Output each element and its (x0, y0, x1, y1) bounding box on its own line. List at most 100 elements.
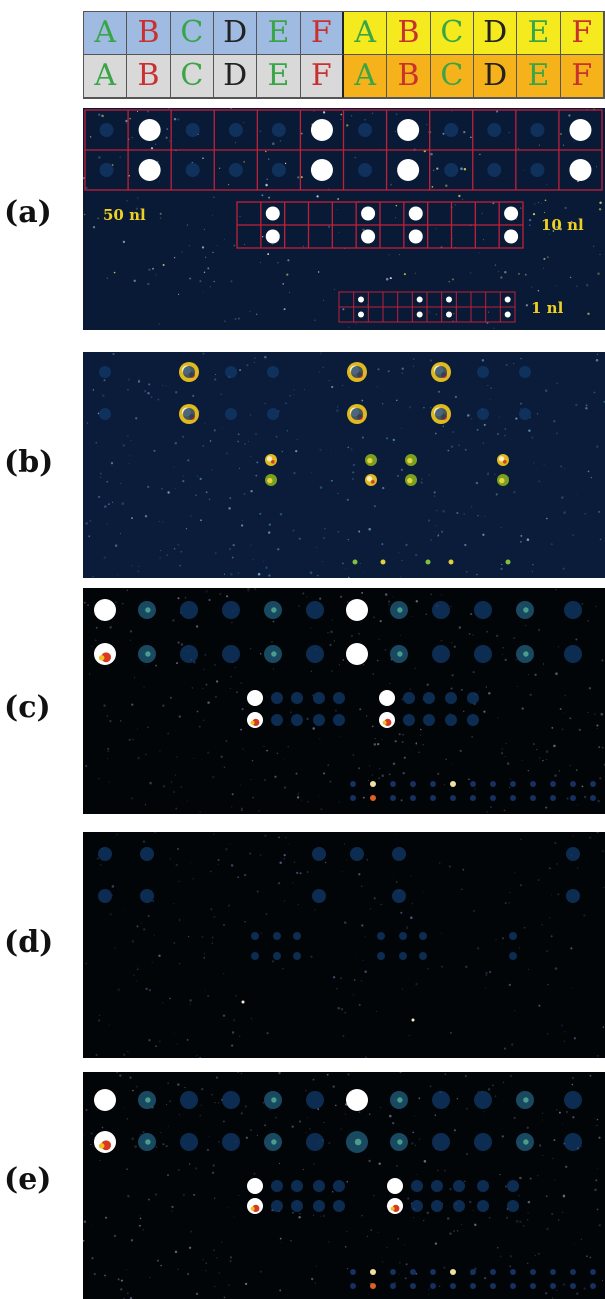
spot-dim (99, 366, 111, 378)
spot-dim (185, 123, 200, 137)
spot-dim (293, 932, 301, 940)
panel-background (83, 832, 605, 1058)
spot-dim (222, 601, 240, 619)
spot-dim (431, 1200, 443, 1212)
spot-small (510, 1283, 516, 1289)
legend-cell-d: D (213, 55, 258, 98)
panel-label-b: (b) (4, 445, 54, 480)
microarray-panel-d (83, 832, 605, 1058)
spot-small (410, 1283, 416, 1289)
panel-background (83, 352, 605, 578)
legend-cell-a: A (84, 12, 128, 55)
spot-dim (419, 932, 427, 940)
spot-dim (423, 692, 435, 704)
spot-dim (273, 952, 281, 960)
spot-dim (431, 1180, 443, 1192)
spot-small (448, 559, 454, 565)
spot-dim (306, 601, 324, 619)
legend-cell-a: A (84, 55, 128, 98)
legend-cell-a: A (343, 12, 388, 55)
spot-dim (291, 714, 303, 726)
spot-dim (509, 932, 517, 940)
panel-b-image (83, 352, 605, 578)
spot-small (570, 781, 576, 787)
panel-a-image: 50 nl 10 nl 1 nl (83, 108, 605, 330)
spot-small (570, 1283, 576, 1289)
spot-small (550, 795, 556, 801)
spot-dim (453, 1200, 465, 1212)
spot-dim (271, 1180, 283, 1192)
spot-dim (419, 952, 427, 960)
spot-dim (271, 123, 286, 137)
spot-dim (267, 366, 279, 378)
spot-small (430, 1283, 436, 1289)
spot-small (450, 1283, 456, 1289)
spot-bright (94, 1089, 116, 1111)
spot-dim (271, 714, 283, 726)
panel-d-image (83, 832, 605, 1058)
spot-small (370, 781, 376, 787)
spot-small (352, 559, 358, 565)
spot-dim (313, 714, 325, 726)
panel-e-image (83, 1072, 605, 1299)
spot-dim (444, 123, 459, 137)
spot-dim (564, 1133, 582, 1151)
spot-small (490, 1269, 496, 1275)
spot-dim (306, 645, 324, 663)
spot-dim (432, 645, 450, 663)
spot-small (550, 781, 556, 787)
spot-bright (397, 159, 420, 181)
spot-bright (387, 1178, 403, 1194)
legend-cell-e: E (517, 55, 561, 98)
legend-cell-c: C (430, 12, 474, 55)
spot-small (350, 781, 356, 787)
legend-cell-e: E (257, 12, 301, 55)
spot-bright (346, 1089, 368, 1111)
spot-dim (180, 601, 198, 619)
spot-dim (140, 847, 154, 861)
spot-dim (273, 932, 281, 940)
spot-small (430, 1269, 436, 1275)
legend-cell-b: B (387, 12, 431, 55)
spot-small (530, 1283, 536, 1289)
spot-dim (435, 366, 447, 378)
spot-small (390, 781, 396, 787)
spot-dim (435, 408, 447, 420)
panel-label-e: (e) (4, 1162, 52, 1197)
spot-bright (247, 1178, 263, 1194)
spot-bright (446, 311, 452, 318)
spot-small (490, 795, 496, 801)
spot-small (550, 1269, 556, 1275)
spot-small (430, 781, 436, 787)
spot-small (505, 559, 511, 565)
spot-dim (225, 366, 237, 378)
legend-cell-b: B (387, 55, 431, 98)
spot-small (350, 795, 356, 801)
volume-label-50nl: 50 nl (103, 206, 146, 224)
volume-label-10nl: 10 nl (541, 216, 584, 234)
spot-dim (291, 1180, 303, 1192)
legend-cell-a: A (343, 55, 388, 98)
spot-small (470, 795, 476, 801)
volume-label-1nl: 1 nl (531, 299, 564, 317)
spot-small (410, 1269, 416, 1275)
spot-bright (416, 296, 423, 303)
microarray-panel-a: 50 nl 10 nl 1 nl (83, 108, 605, 330)
spot-dim (306, 1091, 324, 1109)
legend-cell-d: D (473, 55, 518, 98)
spot-small (510, 795, 516, 801)
spot-dim (222, 1091, 240, 1109)
spot-dim (474, 1091, 492, 1109)
spot-bright (346, 599, 368, 621)
microarray-panel-c (83, 588, 605, 814)
spot-small (410, 795, 416, 801)
spot-dim (228, 123, 243, 137)
spot-dim (312, 847, 326, 861)
spot-dim (185, 163, 200, 177)
spot-dim (99, 123, 114, 137)
spot-dim (519, 366, 531, 378)
spot-bright (416, 311, 423, 318)
spot-bright (358, 296, 364, 303)
legend-cell-b: B (127, 55, 171, 98)
